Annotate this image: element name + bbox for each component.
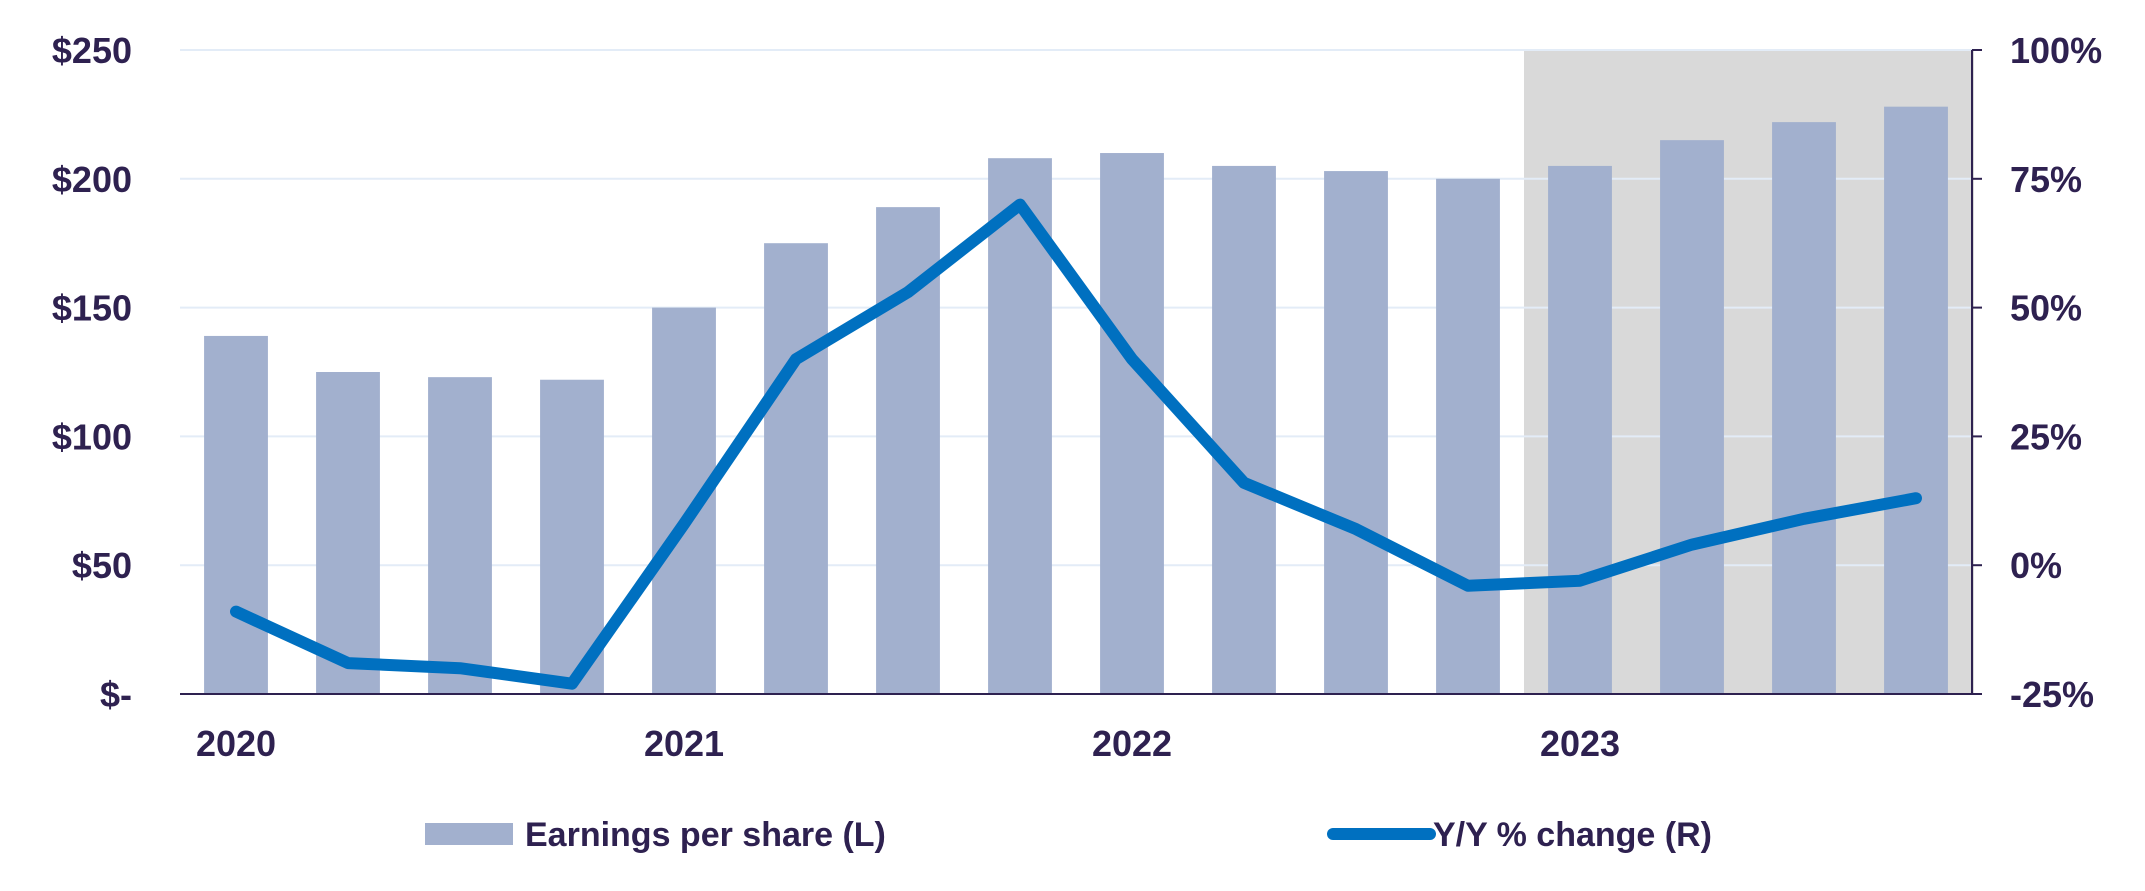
left-tick-label: $150 (52, 288, 132, 329)
left-axis-ticks: $- $50 $100 $150 $200 $250 (52, 30, 132, 715)
x-tick-label: 2021 (644, 723, 724, 764)
eps-bar (1212, 165, 1276, 695)
x-tick-label: 2023 (1540, 723, 1620, 764)
axes (180, 49, 1982, 695)
x-axis-ticks: 2020 2021 2022 2023 (196, 723, 1620, 764)
right-axis-ticks: -25% 0% 25% 50% 75% 100% (2010, 30, 2102, 715)
eps-bar (428, 377, 492, 694)
eps-bar (988, 158, 1052, 694)
yoy-line (230, 198, 1922, 690)
eps-bar (204, 335, 268, 694)
eps-bar (1100, 153, 1164, 695)
right-tick-label: 100% (2010, 30, 2102, 71)
left-tick-label: $50 (72, 545, 132, 586)
eps-bar (764, 243, 828, 694)
eps-bar (540, 379, 604, 694)
legend: Earnings per share (L) Y/Y % change (R) (425, 816, 1712, 854)
eps-bar (1884, 106, 1948, 694)
right-tick-label: 0% (2010, 545, 2062, 586)
legend-label-yoy: Y/Y % change (R) (1433, 816, 1712, 854)
right-tick-label: 25% (2010, 416, 2082, 457)
eps-bars (204, 106, 1948, 695)
left-tick-label: $100 (52, 416, 132, 457)
eps-bar (1660, 140, 1724, 694)
eps-bar (1436, 178, 1500, 695)
eps-bar (1772, 122, 1836, 695)
left-tick-label: $200 (52, 159, 132, 200)
left-tick-label: $- (100, 674, 132, 715)
left-tick-label: $250 (52, 30, 132, 71)
eps-bar (1548, 165, 1612, 695)
eps-bar (1324, 171, 1388, 694)
legend-bar-swatch (425, 823, 513, 845)
right-tick-label: -25% (2010, 674, 2094, 715)
right-tick-label: 75% (2010, 159, 2082, 200)
eps-bar (316, 372, 380, 694)
x-tick-label: 2020 (196, 723, 276, 764)
legend-label-eps: Earnings per share (L) (525, 816, 886, 854)
right-tick-label: 50% (2010, 288, 2082, 329)
yoy-line-path (230, 198, 1922, 690)
x-tick-label: 2022 (1092, 723, 1172, 764)
